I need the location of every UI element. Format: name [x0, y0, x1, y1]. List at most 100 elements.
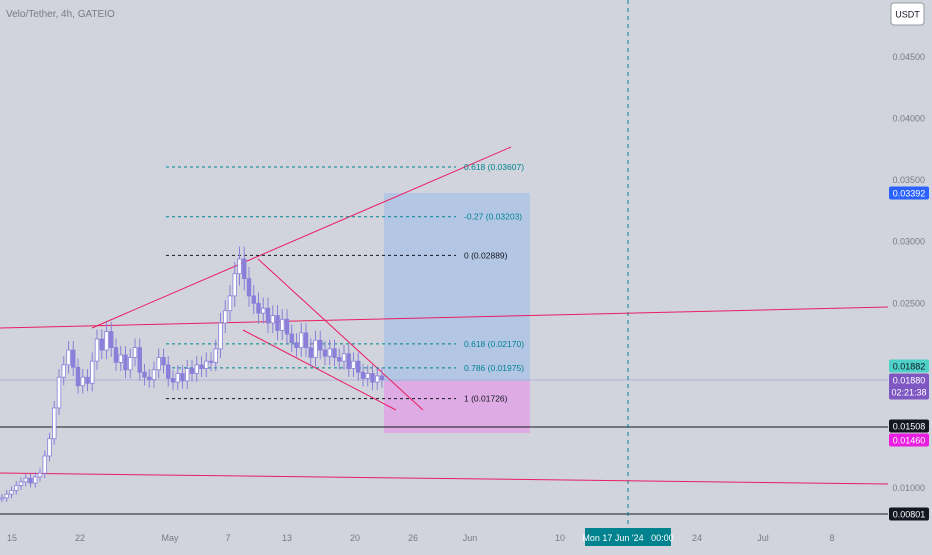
time-cursor-label-text: Mon 17 Jun '24 00:00 [582, 533, 673, 543]
time-axis[interactable]: 15 22 May 7 13 20 26 Jun 10 24 Jul 8 [7, 533, 835, 543]
candle-body [227, 295, 233, 312]
price-tag-box [889, 419, 929, 433]
candle-body [99, 338, 104, 351]
candle-body [61, 364, 66, 378]
price-tags: 0.03392 0.01882 0.01880 02:21:38 0.01508 0.01… [889, 186, 929, 521]
time-axis-tick-label: 8 [829, 533, 834, 543]
candle-body [213, 348, 218, 363]
candle-body [294, 342, 299, 349]
candle-body [251, 295, 256, 304]
candle-body [351, 360, 356, 369]
candle-body [180, 373, 185, 382]
candle-body [261, 307, 266, 314]
candle-body [28, 477, 33, 484]
trendline-falling-channel-bottom[interactable] [242, 329, 397, 411]
time-axis-tick-label: 26 [408, 533, 418, 543]
candle-body [71, 349, 76, 368]
currency-button-frame[interactable] [890, 2, 925, 26]
price-axis-tick-label: 0.03000 [892, 237, 925, 247]
candle-body [360, 371, 366, 379]
candle-body [104, 331, 109, 351]
candle-body [113, 347, 119, 363]
time-cursor-label-box [585, 528, 671, 546]
candle-body [14, 485, 19, 491]
fib-level-label: -0.27 (0.03203) [464, 212, 522, 222]
fib-levels: 0.618 (0.03607) -0.27 (0.03203) 0 (0.02889… [166, 162, 524, 404]
time-axis-tick-label: 24 [692, 533, 702, 543]
candle-body [170, 378, 176, 383]
fib-level-label: 1 (0.01726) [464, 394, 508, 404]
candle-body [175, 373, 180, 383]
candle-body [23, 477, 28, 483]
price-tag-value: 0.01882 [893, 362, 926, 372]
price-axis-tick-label: 0.02500 [892, 298, 925, 308]
candle-body [341, 353, 347, 362]
candle-body [318, 339, 323, 351]
candle-body [109, 331, 114, 349]
price-tag-box [889, 373, 929, 400]
candle-body [256, 302, 261, 314]
candles [0, 246, 385, 502]
candle-body [337, 357, 342, 362]
candle-body [189, 368, 195, 374]
candle-body [270, 315, 275, 324]
candle-body [346, 353, 351, 369]
currency-button[interactable]: USDT [890, 2, 925, 26]
candle-body [242, 258, 247, 280]
stop-zone[interactable] [384, 381, 530, 433]
trendline-falling-channel-top[interactable] [257, 258, 424, 411]
candle-body [232, 273, 237, 297]
candle-body [90, 360, 95, 384]
candle-body [75, 366, 81, 387]
trendline-horizontal-upper[interactable] [0, 306, 889, 329]
candle-body [18, 481, 24, 486]
candle-body [299, 332, 304, 349]
candle-body [0, 497, 5, 500]
price-tag-value: 0.01880 [893, 376, 926, 386]
candle-body [66, 349, 71, 366]
price-tag-box [889, 186, 929, 200]
trendline-horizontal-lower[interactable] [0, 472, 889, 485]
candle-body [118, 354, 123, 363]
candle-body [194, 364, 199, 374]
candle-body [132, 347, 138, 358]
candle-body [161, 357, 166, 366]
time-axis-tick-label: 13 [282, 533, 292, 543]
candle-body [9, 490, 14, 495]
fib-level-label: 0.618 (0.03607) [464, 162, 524, 172]
currency-button-label[interactable]: USDT [895, 10, 920, 20]
candle-body [265, 307, 271, 324]
fib-level-label: 0.786 (0.01975) [464, 363, 524, 373]
candle-body [280, 318, 285, 331]
candle-body [218, 322, 223, 350]
candle-body [52, 407, 57, 440]
candle-body [375, 375, 380, 383]
price-tag-value: 0.00801 [893, 510, 926, 520]
candle-body [365, 373, 370, 379]
time-cursor-label: Mon 17 Jun '24 00:00 [582, 528, 674, 546]
candle-body [237, 258, 242, 275]
candle-body [94, 338, 100, 362]
candle-body [332, 348, 337, 358]
trendline-rising[interactable] [91, 146, 512, 329]
candle-body [156, 357, 161, 371]
candle-body [370, 373, 375, 383]
price-tag-value: 0.03392 [893, 189, 926, 199]
candle-body [42, 455, 47, 474]
candle-body [128, 357, 133, 371]
candle-body [4, 493, 9, 499]
candle-body [142, 371, 147, 378]
target-zone[interactable] [384, 193, 530, 381]
time-axis-tick-label: 15 [7, 533, 17, 543]
candle-body [80, 376, 85, 387]
candle-body [356, 360, 361, 373]
candle-body [166, 364, 171, 379]
price-axis-tick-label: 0.03500 [892, 175, 925, 185]
candle-body [137, 347, 142, 373]
candle-body [37, 472, 43, 478]
candle-body [47, 438, 52, 457]
candle-body [275, 315, 280, 331]
price-tag-box [889, 359, 929, 373]
